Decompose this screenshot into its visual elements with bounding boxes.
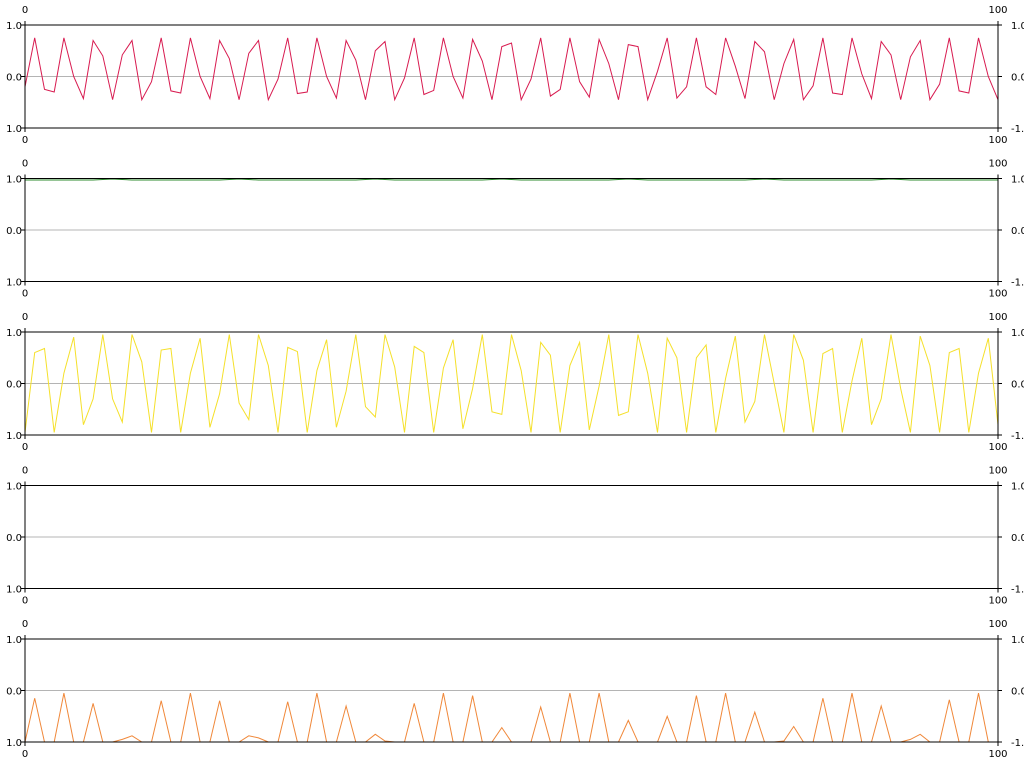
panel-2-right-tick-label-2: -1.0 xyxy=(1011,278,1024,289)
panel-4-left-tick-label-0: 1.0 xyxy=(6,482,22,493)
panel-5-bottom-x-label-end: 100 xyxy=(988,749,1007,760)
panel-1-bottom-x-label-end: 100 xyxy=(988,135,1007,146)
panel-3-right-tick-label-0: 1.0 xyxy=(1011,328,1024,339)
panel-5-right-tick-label-0: 1.0 xyxy=(1011,635,1024,646)
panel-5-top-x-label-start: 0 xyxy=(22,619,28,630)
panel-4-left-tick-label-1: 0.0 xyxy=(6,533,22,544)
panel-3-right-tick-label-1: 0.0 xyxy=(1011,380,1024,391)
panel-1-right-tick-label-2: -1.0 xyxy=(1011,124,1024,135)
panel-5-top-x-label-end: 100 xyxy=(988,619,1007,630)
panel-2-bottom-x-label-start: 0 xyxy=(22,289,28,300)
panel-3-right-tick-label-2: -1.0 xyxy=(1011,431,1024,442)
panel-1-left-tick-label-0: 1.0 xyxy=(6,21,22,32)
panel-3-left-tick-label-0: 1.0 xyxy=(6,328,22,339)
panel-4-right-tick-label-1: 0.0 xyxy=(1011,533,1024,544)
panel-3-top-x-label-end: 100 xyxy=(988,312,1007,323)
panel-5-right-tick-label-2: -1.0 xyxy=(1011,738,1024,749)
panel-2-top-x-label-end: 100 xyxy=(988,159,1007,170)
panel-2-bottom-x-label-end: 100 xyxy=(988,289,1007,300)
panel-2-series-line xyxy=(25,178,998,181)
panel-1-left-tick-label-1: 0.0 xyxy=(6,73,22,84)
panel-5-left-tick-label-1: 0.0 xyxy=(6,687,22,698)
panel-5-left-tick-label-2: 1.0 xyxy=(6,738,22,749)
panel-1-left-tick-label-2: 1.0 xyxy=(6,124,22,135)
panel-1-series-line xyxy=(24,37,999,102)
panel-2-left-tick-label-0: 1.0 xyxy=(6,175,22,186)
panel-4-right-tick-label-2: -1.0 xyxy=(1011,585,1024,596)
panel-3-left-tick-label-2: 1.0 xyxy=(6,431,22,442)
panel-3-bottom-x-label-end: 100 xyxy=(988,442,1007,453)
panel-4-top-x-label-end: 100 xyxy=(988,466,1007,477)
panel-2-right-tick-label-0: 1.0 xyxy=(1011,175,1024,186)
panel-2-left-tick-label-2: 1.0 xyxy=(6,278,22,289)
panel-2-top-x-label-start: 0 xyxy=(22,159,28,170)
panel-5-series-line xyxy=(24,693,998,743)
panel-5-left-tick-label-0: 1.0 xyxy=(6,635,22,646)
panel-1-top-x-label-end: 100 xyxy=(988,5,1007,16)
panel-2-left-tick-label-1: 0.0 xyxy=(6,226,22,237)
panel-4-bottom-x-label-end: 100 xyxy=(988,596,1007,607)
panel-4-right-tick-label-0: 1.0 xyxy=(1011,482,1024,493)
panel-4-left-tick-label-2: 1.0 xyxy=(6,585,22,596)
panel-5-bottom-x-label-start: 0 xyxy=(22,749,28,760)
panel-3-left-tick-label-1: 0.0 xyxy=(6,380,22,391)
panel-3-top-x-label-start: 0 xyxy=(22,312,28,323)
panel-1-right-tick-label-0: 1.0 xyxy=(1011,21,1024,32)
panel-1-top-x-label-start: 0 xyxy=(22,5,28,16)
panel-1-right-tick-label-1: 0.0 xyxy=(1011,73,1024,84)
panel-1-bottom-x-label-start: 0 xyxy=(22,135,28,146)
panel-2-right-tick-label-1: 0.0 xyxy=(1011,226,1024,237)
panel-3-bottom-x-label-start: 0 xyxy=(22,442,28,453)
panel-4-bottom-x-label-start: 0 xyxy=(22,596,28,607)
panel-4-top-x-label-start: 0 xyxy=(22,466,28,477)
panel-5-right-tick-label-1: 0.0 xyxy=(1011,687,1024,698)
panel-3-series-line xyxy=(24,334,999,433)
